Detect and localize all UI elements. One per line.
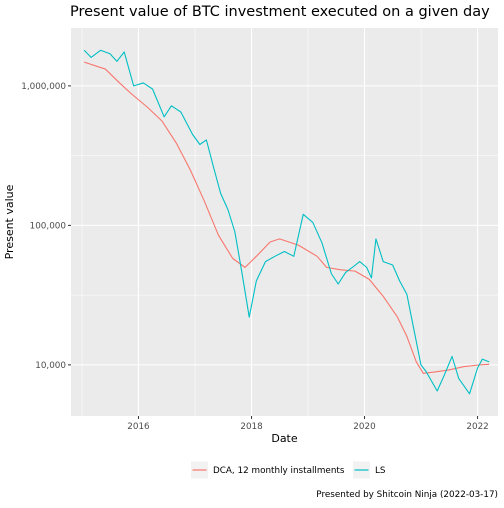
x-axis: 2016 2018 2020 2022 — [127, 416, 489, 432]
caption: Presented by Shitcoin Ninja (2022-03-17) — [316, 490, 498, 500]
x-axis-title: Date — [271, 432, 298, 445]
legend: DCA, 12 monthly installments LS — [191, 461, 386, 479]
plot-panel — [71, 28, 498, 416]
chart-title: Present value of BTC investment executed… — [70, 4, 490, 20]
legend-label: DCA, 12 monthly installments — [213, 466, 345, 476]
x-tick-label: 2016 — [127, 422, 150, 432]
x-tick-label: 2022 — [466, 422, 488, 432]
y-tick-label: 1,000,000 — [21, 82, 66, 92]
grid-minor — [71, 28, 498, 416]
y-axis: 10,000 100,000 1,000,000 — [21, 82, 71, 371]
series-line-dca — [83, 61, 490, 374]
series-layer — [83, 49, 490, 395]
x-tick-label: 2018 — [240, 422, 262, 432]
y-tick-label: 10,000 — [35, 361, 66, 371]
x-tick-label: 2020 — [353, 422, 376, 432]
series-line-ls — [83, 49, 490, 395]
legend-label: LS — [375, 466, 386, 476]
grid-major — [71, 28, 498, 416]
y-axis-title: Present value — [3, 184, 16, 259]
y-tick-label: 100,000 — [30, 221, 67, 231]
